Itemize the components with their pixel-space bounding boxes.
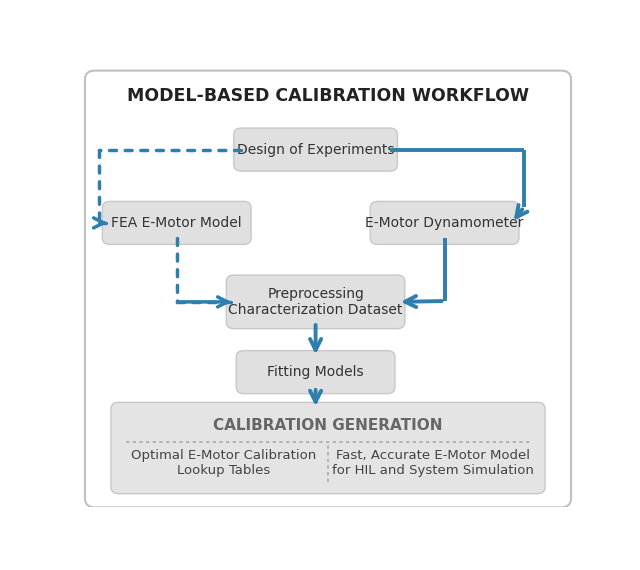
FancyBboxPatch shape xyxy=(370,201,519,245)
Text: Fitting Models: Fitting Models xyxy=(268,365,364,379)
Text: MODEL-BASED CALIBRATION WORKFLOW: MODEL-BASED CALIBRATION WORKFLOW xyxy=(127,87,529,105)
FancyBboxPatch shape xyxy=(85,71,571,507)
FancyBboxPatch shape xyxy=(227,275,405,329)
Text: Fast, Accurate E-Motor Model
for HIL and System Simulation: Fast, Accurate E-Motor Model for HIL and… xyxy=(332,449,534,477)
FancyBboxPatch shape xyxy=(236,351,395,394)
Text: Optimal E-Motor Calibration
Lookup Tables: Optimal E-Motor Calibration Lookup Table… xyxy=(131,449,316,477)
FancyBboxPatch shape xyxy=(234,128,397,171)
FancyBboxPatch shape xyxy=(102,201,251,245)
Text: Design of Experiments: Design of Experiments xyxy=(237,142,394,157)
Text: E-Motor Dynamometer: E-Motor Dynamometer xyxy=(365,216,524,230)
Text: Preprocessing
Characterization Dataset: Preprocessing Characterization Dataset xyxy=(228,287,403,317)
FancyBboxPatch shape xyxy=(111,402,545,494)
Text: FEA E-Motor Model: FEA E-Motor Model xyxy=(111,216,242,230)
Text: CALIBRATION GENERATION: CALIBRATION GENERATION xyxy=(213,418,443,433)
